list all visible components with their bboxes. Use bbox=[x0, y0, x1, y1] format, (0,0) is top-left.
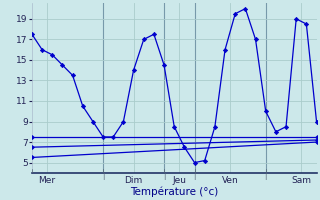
Text: |: | bbox=[265, 173, 267, 180]
Text: |: | bbox=[193, 173, 196, 180]
X-axis label: Température (°c): Température (°c) bbox=[130, 186, 218, 197]
Text: |: | bbox=[163, 173, 165, 180]
Text: |: | bbox=[102, 173, 104, 180]
